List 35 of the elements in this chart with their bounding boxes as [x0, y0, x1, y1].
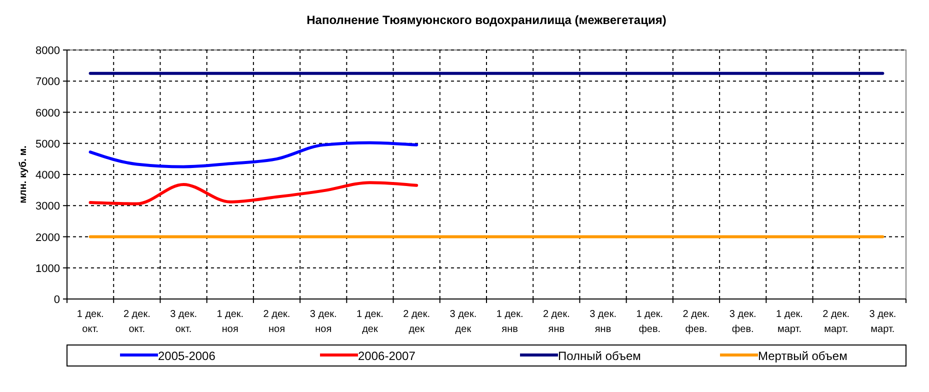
legend-label: 2006-2007	[358, 349, 416, 363]
legend-label: 2005-2006	[158, 349, 216, 363]
x-tick-label: 1 дек. март.	[776, 309, 803, 335]
legend-label: Мертвый объем	[758, 349, 848, 363]
y-tick-label: 1000	[36, 262, 60, 275]
x-tick-label: 2 дек. ноя	[263, 309, 290, 335]
x-tick-label: 3 дек. фев.	[729, 309, 756, 335]
x-tick-label: 2 дек. окт.	[123, 309, 150, 335]
y-tick-label: 7000	[36, 76, 60, 88]
legend-label: Полный объем	[558, 349, 641, 363]
x-tick-label: 2 дек. март.	[822, 309, 850, 335]
y-tick-label: 0	[54, 294, 60, 306]
x-tick-label: 1 дек. дек	[356, 309, 384, 335]
y-tick-label: 4000	[36, 170, 60, 182]
x-tick-label: 1 дек. фев.	[636, 309, 664, 335]
x-tick-label: 3 дек. ноя	[310, 309, 337, 335]
chart-title: Наполнение Тюямуюнского водохранилища (межвегетация)	[306, 13, 666, 27]
x-tick-label: 1 дек. янв	[496, 309, 524, 335]
line-series	[88, 141, 418, 168]
y-tick-label: 3000	[36, 200, 60, 213]
y-tick-label: 6000	[36, 107, 60, 120]
y-tick-label: 2000	[36, 232, 60, 244]
x-tick-label: 1 дек. окт.	[76, 309, 104, 335]
x-tick-label: 3 дек. дек	[450, 309, 477, 335]
x-tick-label: 3 дек. янв	[590, 309, 616, 335]
x-tick-label: 3 дек. март.	[869, 309, 896, 335]
x-tick-label: 2 дек. янв	[542, 309, 570, 335]
x-tick-label: 1 дек. ноя	[216, 309, 244, 335]
x-tick-label: 2 дек. фев.	[682, 309, 710, 335]
x-tick-label: 2 дек. дек	[403, 309, 430, 335]
y-axis-title: млн. куб. м.	[18, 145, 29, 204]
y-tick-label: 8000	[36, 45, 60, 57]
line-series	[88, 181, 418, 206]
y-tick-label: 5000	[36, 138, 60, 150]
x-tick-label: 3 дек. окт.	[170, 309, 197, 335]
